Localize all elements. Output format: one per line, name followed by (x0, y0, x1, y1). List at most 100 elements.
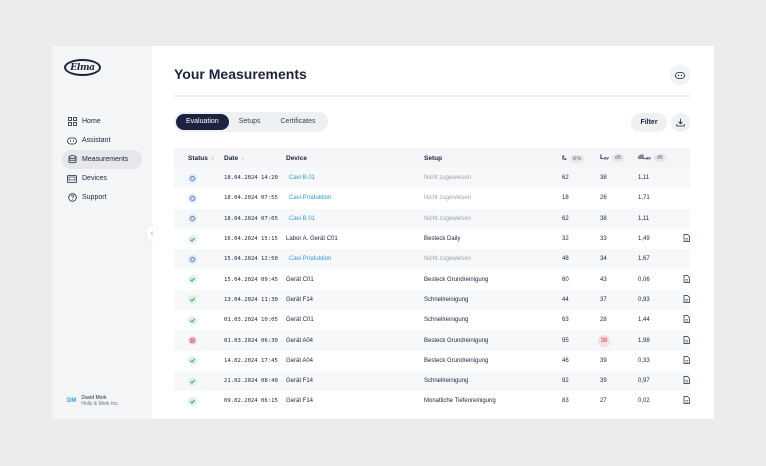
table-row[interactable]: 21.02.2024 08:40 Gerät F14 Schnellreinig… (174, 370, 690, 392)
elma-logo[interactable]: Elma (64, 59, 101, 76)
level-alert-badge: 38 (598, 334, 610, 347)
filter-button[interactable]: Filter (631, 113, 667, 132)
column-header-date[interactable]: Date ↓ (224, 155, 286, 162)
status-cell (174, 173, 224, 183)
action-cell (678, 295, 690, 305)
level-cell: 39 (600, 358, 638, 364)
device-name: Gerät F14 (286, 378, 314, 385)
table-row[interactable]: 18.04.2024 07:55 Cavi Produktion Nicht z… (174, 188, 690, 208)
download-button[interactable] (671, 113, 690, 132)
action-cell (678, 355, 690, 366)
action-cell (678, 234, 690, 244)
status-cell (174, 376, 224, 386)
date-cell: 15.04.2024 12:50 (224, 256, 278, 263)
user-company: Holly & Mork Inc. (81, 401, 120, 407)
column-header-status[interactable]: Status ↕ (174, 155, 224, 162)
date-cell: 18.04.2024 07:05 (224, 215, 278, 222)
device-link[interactable]: Cavi B.01 (289, 215, 316, 222)
device-link[interactable]: Cavi Produktion (289, 256, 332, 263)
certificate-document-icon[interactable] (683, 295, 690, 305)
sidebar-item-devices[interactable]: Devices (62, 169, 142, 188)
table-row[interactable]: 18.04.2024 07:05 Cavi B.01 Nicht zugewie… (174, 208, 690, 229)
sidebar-item-home[interactable]: Home (62, 112, 142, 131)
date-cell: 15.04.2024 09:45 (224, 276, 278, 283)
table-row[interactable]: 15.04.2024 09:45 Gerät C01 Besteck Grund… (174, 269, 690, 289)
table-row[interactable]: 15.04.2024 12:50 Cavi Produktion Nicht z… (174, 249, 690, 270)
certificate-document-icon[interactable] (683, 396, 690, 406)
tab-setups[interactable]: Setups (238, 118, 261, 125)
status-pending-icon (188, 214, 197, 224)
table-body: 18.04.2024 14:20 Cavi B.01 Nicht zugewie… (174, 168, 690, 412)
sidebar-item-measurements[interactable]: Measurements (62, 150, 142, 169)
level-value: 33 (600, 236, 607, 243)
delta-level-cell: 0,93 (638, 296, 650, 303)
status-ok-icon (188, 315, 197, 325)
device-name: Gerät C01 (286, 317, 314, 324)
device-link[interactable]: Cavi Produktion (289, 195, 332, 202)
logo-text: Elma (70, 62, 95, 73)
status-cell (174, 193, 224, 203)
sidebar-item-assistant[interactable]: Assistant (62, 131, 142, 150)
table-row[interactable]: 01.03.2024 06:30 Gerät A04 Besteck Grund… (174, 330, 690, 351)
certificate-document-icon[interactable] (683, 376, 690, 386)
setup-cell: Nicht zugewiesen (424, 175, 562, 181)
table-row[interactable]: 09.02.2024 06:15 Gerät F14 Monatliche Ti… (174, 391, 690, 411)
certificate-document-icon[interactable] (683, 274, 690, 285)
action-cell (678, 396, 690, 406)
device-cell: Cavi Produktion (286, 256, 424, 262)
device-name: Gerät A04 (286, 337, 314, 344)
device-name: Gerät F14 (286, 398, 314, 405)
setup-name: Besteck Daily (424, 236, 461, 243)
setup-cell: Besteck Grundreinigung (424, 358, 562, 364)
app-window: Elma Home Assistant Measurements (52, 46, 714, 419)
setup-name: Monatliche Tiefenreinigung (424, 398, 496, 405)
device-cell: Labor A. Gerät C01 (286, 236, 424, 242)
unit-badge: dB (611, 154, 624, 162)
tab-certificates[interactable]: Certificates (280, 118, 316, 125)
device-cell: Gerät F14 (286, 378, 424, 384)
table-row[interactable]: 16.04.2024 15:15 Labor A. Gerät C01 Best… (174, 229, 690, 249)
certificate-document-icon[interactable] (683, 355, 690, 366)
level-value: 38 (600, 175, 607, 182)
sidebar-nav: Home Assistant Measurements Devices (62, 112, 142, 207)
status-ok-icon (188, 376, 197, 386)
column-header-frequency[interactable]: fₛ kHz (562, 154, 600, 163)
delta-level-cell: 0,33 (638, 357, 650, 364)
setup-name: Besteck Grundreinigung (424, 276, 489, 283)
column-header-level[interactable]: Lₐᵥ dB (600, 154, 638, 162)
table-row[interactable]: 14.02.2024 17:45 Gerät A04 Besteck Grund… (174, 351, 690, 371)
user-profile[interactable]: DM David Mork Holly & Mork Inc. (67, 395, 119, 407)
table-row[interactable]: 18.04.2024 14:20 Cavi B.01 Nicht zugewie… (174, 168, 690, 189)
feedback-button[interactable] (670, 65, 690, 85)
status-cell (174, 356, 224, 366)
frequency-cell: 63 (562, 317, 569, 324)
column-header-device[interactable]: Device (286, 155, 424, 162)
column-header-label: dLₐᵥ (638, 154, 651, 161)
delta-level-cell: 1,44 (638, 317, 650, 324)
status-cell (174, 336, 224, 346)
status-ok-icon (188, 356, 197, 366)
status-ok-icon (188, 234, 197, 244)
certificate-document-icon[interactable] (683, 234, 690, 244)
setup-name: Schnellreinigung (424, 378, 469, 385)
sidebar-item-support[interactable]: Support (62, 188, 142, 207)
collapse-sidebar-button[interactable]: ‹ (147, 226, 157, 240)
frequency-cell: 95 (562, 337, 569, 344)
status-fail-icon (188, 336, 197, 346)
device-icon (67, 174, 77, 184)
table-row[interactable]: 13.04.2024 11:30 Gerät F14 Schnellreinig… (174, 289, 690, 311)
table-row[interactable]: 01.03.2024 10:05 Gerät C01 Schnellreinig… (174, 310, 690, 330)
status-pending-icon (188, 193, 197, 203)
certificate-document-icon[interactable] (683, 335, 690, 346)
level-cell: 38 (598, 334, 638, 347)
setup-name: Schnellreinigung (424, 317, 469, 324)
date-cell: 09.02.2024 06:15 (224, 398, 278, 405)
tab-evaluation[interactable]: Evaluation (176, 114, 229, 130)
delta-level-cell: 1,11 (638, 215, 650, 222)
device-link[interactable]: Cavi B.01 (289, 175, 316, 182)
column-header-delta-level[interactable]: dLₐᵥ dB (638, 154, 678, 162)
certificate-document-icon[interactable] (683, 315, 690, 325)
column-header-setup[interactable]: Setup (424, 155, 562, 162)
device-cell: Gerät C01 (286, 317, 424, 323)
status-cell (174, 234, 224, 244)
